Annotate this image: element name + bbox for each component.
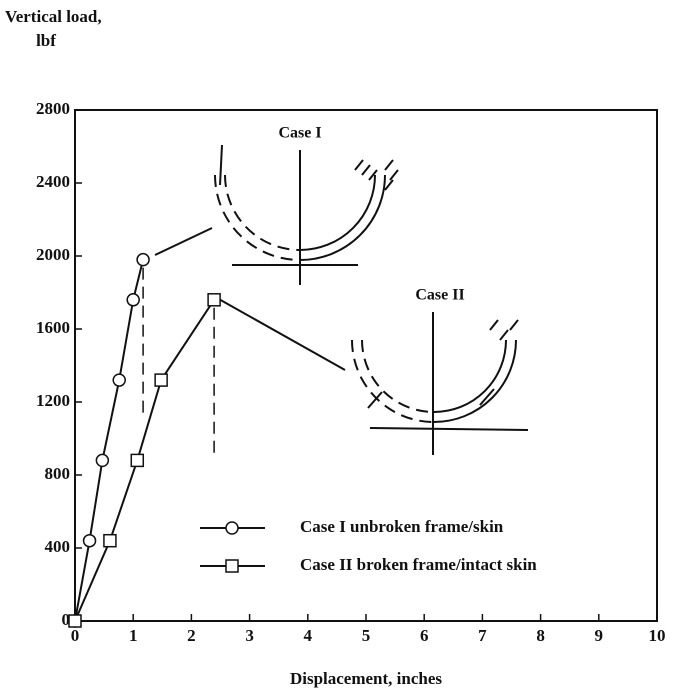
y-axis-title: Vertical load,: [5, 7, 102, 26]
legend-label: Case II broken frame/intact skin: [300, 555, 537, 574]
data-point: [154, 373, 168, 387]
data-point: [68, 614, 82, 628]
legend-label: Case I unbroken frame/skin: [300, 517, 504, 536]
x-tick-label: 9: [595, 626, 604, 645]
x-tick-label: 6: [420, 626, 429, 645]
y-tick-label: 1600: [36, 318, 70, 337]
data-point: [207, 293, 221, 307]
x-tick-label: 7: [478, 626, 487, 645]
case-i-diagram: Case I: [154, 125, 399, 285]
y-tick-label: 1200: [36, 391, 70, 410]
x-tick-label: 0: [71, 626, 80, 645]
y-tick-label: 400: [45, 537, 71, 556]
annotation: Case II: [415, 287, 464, 304]
data-point: [112, 373, 126, 387]
legend-marker: [225, 521, 239, 535]
x-tick-label: 1: [129, 626, 138, 645]
x-tick-label: 10: [649, 626, 666, 645]
case-ii-diagram: Case II: [216, 287, 529, 455]
x-tick-label: 4: [304, 626, 313, 645]
y-tick-label: 2800: [36, 99, 70, 118]
data-point: [82, 533, 97, 548]
data-point: [136, 252, 150, 267]
y-tick-label: 0: [62, 610, 71, 629]
y-tick-label: 2400: [36, 172, 70, 191]
data-point: [95, 453, 110, 468]
x-tick-label: 8: [536, 626, 545, 645]
y-tick-label: 800: [45, 464, 71, 483]
series-line: [74, 259, 145, 622]
x-axis-title: Displacement, inches: [290, 669, 442, 688]
annotation: Case I: [278, 125, 321, 142]
data-point: [130, 453, 145, 468]
x-tick-label: 2: [187, 626, 196, 645]
x-tick-label: 5: [362, 626, 371, 645]
data-point: [103, 533, 117, 548]
x-tick-label: 3: [245, 626, 254, 645]
data-point: [126, 293, 140, 307]
y-axis-title: lbf: [36, 31, 56, 50]
y-tick-label: 2000: [36, 245, 70, 264]
legend-marker: [225, 559, 239, 573]
